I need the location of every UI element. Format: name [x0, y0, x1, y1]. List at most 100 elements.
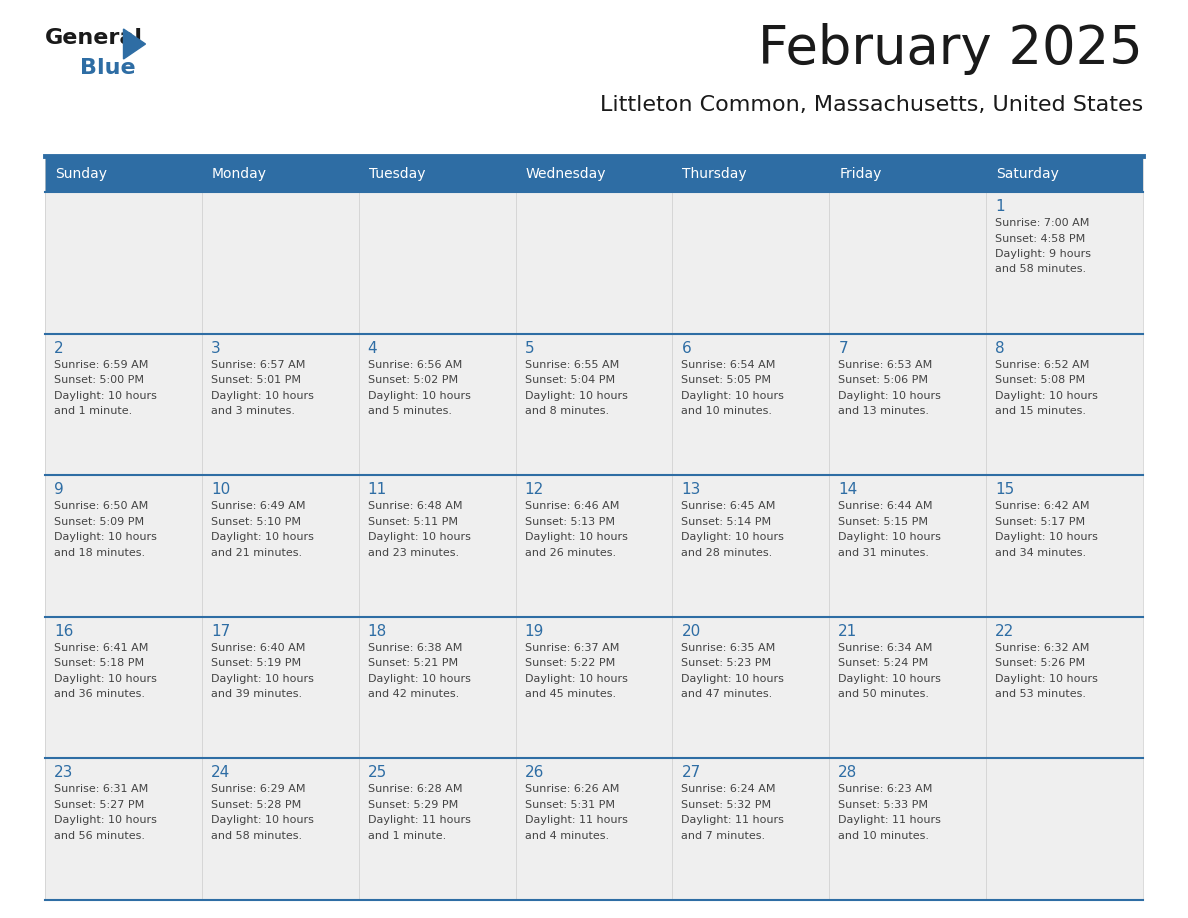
Text: Sunrise: 6:31 AM: Sunrise: 6:31 AM — [53, 784, 148, 794]
Text: Sunrise: 6:53 AM: Sunrise: 6:53 AM — [839, 360, 933, 370]
Text: Sunrise: 6:40 AM: Sunrise: 6:40 AM — [210, 643, 305, 653]
Text: Sunset: 5:31 PM: Sunset: 5:31 PM — [525, 800, 614, 810]
Text: Daylight: 10 hours: Daylight: 10 hours — [53, 532, 157, 543]
Text: and 45 minutes.: and 45 minutes. — [525, 689, 615, 700]
Text: 19: 19 — [525, 624, 544, 639]
Text: 15: 15 — [996, 482, 1015, 498]
Text: Sunrise: 6:24 AM: Sunrise: 6:24 AM — [682, 784, 776, 794]
Bar — [359, 192, 516, 333]
Bar — [359, 476, 516, 617]
Text: Saturday: Saturday — [997, 167, 1059, 181]
Text: Sunrise: 6:54 AM: Sunrise: 6:54 AM — [682, 360, 776, 370]
Text: and 28 minutes.: and 28 minutes. — [682, 548, 772, 558]
Text: Sunset: 5:28 PM: Sunset: 5:28 PM — [210, 800, 301, 810]
Text: and 15 minutes.: and 15 minutes. — [996, 406, 1086, 416]
Text: Sunset: 5:27 PM: Sunset: 5:27 PM — [53, 800, 144, 810]
Text: Daylight: 10 hours: Daylight: 10 hours — [210, 815, 314, 825]
Text: Sunset: 5:26 PM: Sunset: 5:26 PM — [996, 658, 1086, 668]
Text: and 56 minutes.: and 56 minutes. — [53, 831, 145, 841]
Text: Sunset: 5:17 PM: Sunset: 5:17 PM — [996, 517, 1086, 527]
Text: Daylight: 11 hours: Daylight: 11 hours — [525, 815, 627, 825]
Text: Littleton Common, Massachusetts, United States: Littleton Common, Massachusetts, United … — [600, 95, 1143, 115]
Bar — [359, 156, 516, 192]
Bar — [672, 192, 829, 333]
Bar — [202, 333, 359, 476]
Text: Sunset: 5:29 PM: Sunset: 5:29 PM — [368, 800, 457, 810]
Text: Daylight: 10 hours: Daylight: 10 hours — [525, 532, 627, 543]
Bar — [359, 333, 516, 476]
Bar — [672, 156, 829, 192]
Text: Wednesday: Wednesday — [525, 167, 606, 181]
Text: Daylight: 10 hours: Daylight: 10 hours — [368, 390, 470, 400]
Bar — [986, 156, 1143, 192]
Bar — [359, 758, 516, 900]
Bar — [986, 476, 1143, 617]
Text: 27: 27 — [682, 766, 701, 780]
Text: 23: 23 — [53, 766, 74, 780]
Text: Sunday: Sunday — [55, 167, 107, 181]
Bar — [202, 192, 359, 333]
Text: Sunset: 5:18 PM: Sunset: 5:18 PM — [53, 658, 144, 668]
Text: Sunset: 5:08 PM: Sunset: 5:08 PM — [996, 375, 1086, 385]
Text: and 3 minutes.: and 3 minutes. — [210, 406, 295, 416]
Text: Daylight: 10 hours: Daylight: 10 hours — [682, 674, 784, 684]
Text: 14: 14 — [839, 482, 858, 498]
Bar — [45, 192, 202, 333]
Text: Sunrise: 6:34 AM: Sunrise: 6:34 AM — [839, 643, 933, 653]
Text: and 13 minutes.: and 13 minutes. — [839, 406, 929, 416]
Text: Sunrise: 6:57 AM: Sunrise: 6:57 AM — [210, 360, 305, 370]
Text: Sunset: 5:04 PM: Sunset: 5:04 PM — [525, 375, 614, 385]
Text: Daylight: 11 hours: Daylight: 11 hours — [682, 815, 784, 825]
Polygon shape — [124, 29, 145, 59]
Text: Sunrise: 6:32 AM: Sunrise: 6:32 AM — [996, 643, 1089, 653]
Text: Daylight: 10 hours: Daylight: 10 hours — [996, 674, 1098, 684]
Text: Daylight: 10 hours: Daylight: 10 hours — [53, 390, 157, 400]
Bar — [672, 617, 829, 758]
Text: 5: 5 — [525, 341, 535, 355]
Text: Sunset: 5:24 PM: Sunset: 5:24 PM — [839, 658, 929, 668]
Bar — [829, 192, 986, 333]
Text: Daylight: 10 hours: Daylight: 10 hours — [839, 532, 941, 543]
Text: and 1 minute.: and 1 minute. — [53, 406, 132, 416]
Bar — [359, 617, 516, 758]
Text: Daylight: 10 hours: Daylight: 10 hours — [525, 390, 627, 400]
Text: and 42 minutes.: and 42 minutes. — [368, 689, 459, 700]
Text: Sunrise: 6:52 AM: Sunrise: 6:52 AM — [996, 360, 1089, 370]
Text: Sunset: 5:15 PM: Sunset: 5:15 PM — [839, 517, 928, 527]
Text: Daylight: 10 hours: Daylight: 10 hours — [368, 674, 470, 684]
Text: Sunrise: 6:56 AM: Sunrise: 6:56 AM — [368, 360, 462, 370]
Bar — [986, 333, 1143, 476]
Text: Sunrise: 6:41 AM: Sunrise: 6:41 AM — [53, 643, 148, 653]
Text: 8: 8 — [996, 341, 1005, 355]
Text: and 8 minutes.: and 8 minutes. — [525, 406, 608, 416]
Text: 13: 13 — [682, 482, 701, 498]
Text: and 10 minutes.: and 10 minutes. — [682, 406, 772, 416]
Text: Sunrise: 6:55 AM: Sunrise: 6:55 AM — [525, 360, 619, 370]
Text: 22: 22 — [996, 624, 1015, 639]
Bar — [516, 156, 672, 192]
Bar — [672, 476, 829, 617]
Text: 7: 7 — [839, 341, 848, 355]
Text: Sunset: 5:13 PM: Sunset: 5:13 PM — [525, 517, 614, 527]
Bar — [45, 617, 202, 758]
Text: Sunrise: 6:50 AM: Sunrise: 6:50 AM — [53, 501, 148, 511]
Text: Sunrise: 6:46 AM: Sunrise: 6:46 AM — [525, 501, 619, 511]
Bar — [829, 476, 986, 617]
Text: 9: 9 — [53, 482, 64, 498]
Text: Daylight: 10 hours: Daylight: 10 hours — [368, 532, 470, 543]
Text: Daylight: 10 hours: Daylight: 10 hours — [53, 674, 157, 684]
Bar — [986, 192, 1143, 333]
Text: 1: 1 — [996, 199, 1005, 214]
Text: and 23 minutes.: and 23 minutes. — [368, 548, 459, 558]
Text: 6: 6 — [682, 341, 691, 355]
Bar — [672, 333, 829, 476]
Text: Sunset: 5:05 PM: Sunset: 5:05 PM — [682, 375, 771, 385]
Text: Sunset: 5:10 PM: Sunset: 5:10 PM — [210, 517, 301, 527]
Bar — [45, 156, 202, 192]
Text: Daylight: 10 hours: Daylight: 10 hours — [839, 674, 941, 684]
Text: 17: 17 — [210, 624, 230, 639]
Bar — [986, 758, 1143, 900]
Text: Sunset: 4:58 PM: Sunset: 4:58 PM — [996, 233, 1086, 243]
Bar — [202, 476, 359, 617]
Text: Sunset: 5:19 PM: Sunset: 5:19 PM — [210, 658, 301, 668]
